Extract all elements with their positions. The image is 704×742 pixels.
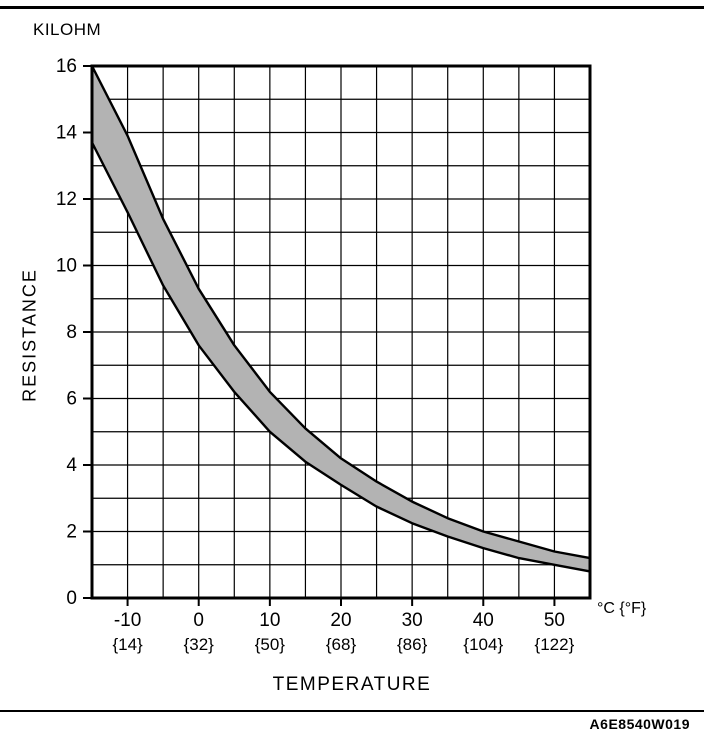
upper-limit-curve bbox=[90, 64, 592, 560]
x-tick-label-celsius: 10 bbox=[259, 610, 280, 631]
x-tick-label-celsius: 30 bbox=[402, 610, 423, 631]
y-unit-label: KILOHM bbox=[33, 20, 102, 39]
x-tick-label-fahrenheit: {50} bbox=[255, 635, 286, 654]
x-tick-label-fahrenheit: {32} bbox=[184, 635, 215, 654]
y-tick-label: 8 bbox=[66, 322, 77, 343]
lower-limit-curve bbox=[90, 141, 592, 573]
top-border-line bbox=[0, 6, 704, 9]
x-unit-label: °C {°F} bbox=[597, 600, 647, 617]
x-tick-label-fahrenheit: {104} bbox=[463, 635, 503, 654]
x-tick-label-celsius: -10 bbox=[114, 610, 141, 631]
y-tick-label: 10 bbox=[56, 256, 77, 277]
x-tick-label-celsius: 50 bbox=[544, 610, 565, 631]
y-tick-label: 0 bbox=[66, 588, 77, 609]
y-tick-label: 14 bbox=[56, 123, 78, 144]
y-tick-label: 4 bbox=[66, 455, 77, 476]
x-tick-label-fahrenheit: {122} bbox=[535, 635, 575, 654]
x-tick-label-fahrenheit: {14} bbox=[112, 635, 143, 654]
x-tick-label-celsius: 20 bbox=[330, 610, 351, 631]
x-tick-label-fahrenheit: {68} bbox=[326, 635, 357, 654]
y-tick-label: 16 bbox=[56, 56, 77, 77]
tolerance-band bbox=[92, 66, 590, 572]
y-tick-label: 2 bbox=[66, 522, 77, 543]
figure-code: A6E8540W019 bbox=[589, 716, 690, 732]
y-tick-label: 12 bbox=[56, 189, 77, 210]
x-axis-title: TEMPERATURE bbox=[272, 674, 432, 695]
x-tick-label-fahrenheit: {86} bbox=[397, 635, 428, 654]
bottom-border-line bbox=[0, 710, 704, 712]
x-tick-label-celsius: 40 bbox=[473, 610, 494, 631]
y-tick-label: 6 bbox=[66, 389, 77, 410]
x-tick-label-celsius: 0 bbox=[193, 610, 204, 631]
